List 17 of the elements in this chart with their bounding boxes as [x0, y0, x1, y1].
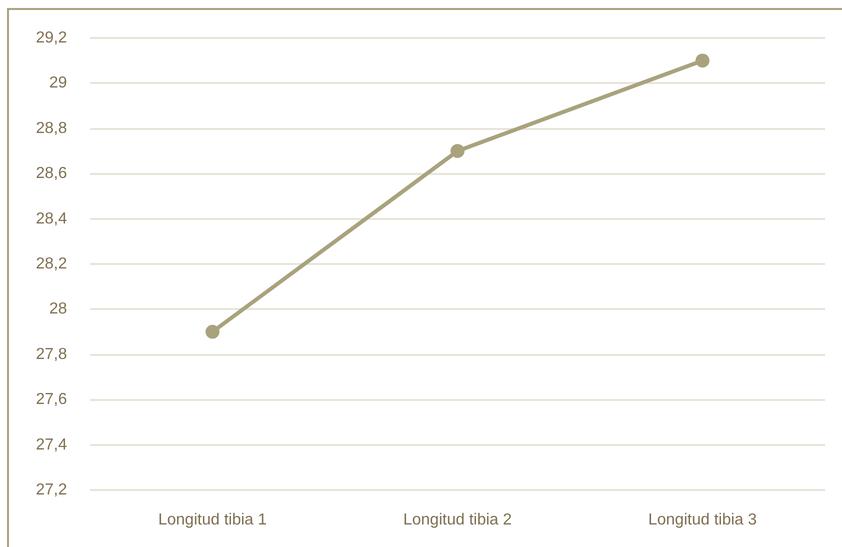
y-tick-label: 28,2	[36, 256, 68, 272]
x-tick-label: Longitud tibia 1	[158, 512, 267, 528]
y-tick-label: 27,4	[36, 436, 68, 454]
y-tick-label: 27,6	[36, 391, 68, 408]
y-tick-label: 28,8	[36, 120, 68, 137]
y-tick-label: 28,6	[36, 165, 68, 182]
y-tick-label: 27,8	[36, 346, 68, 363]
y-tick-label: 28	[49, 300, 68, 318]
x-tick-label: Longitud tibia 3	[648, 512, 757, 528]
x-tick-label: Longitud tibia 2	[403, 512, 512, 528]
y-tick-label: 27,2	[36, 482, 68, 498]
y-tick-label: 29,2	[36, 30, 68, 46]
point	[696, 54, 710, 68]
y-tick-label: 28,4	[36, 210, 68, 228]
point	[206, 324, 220, 339]
point	[450, 144, 464, 158]
y-tick-label: 29	[49, 74, 68, 92]
